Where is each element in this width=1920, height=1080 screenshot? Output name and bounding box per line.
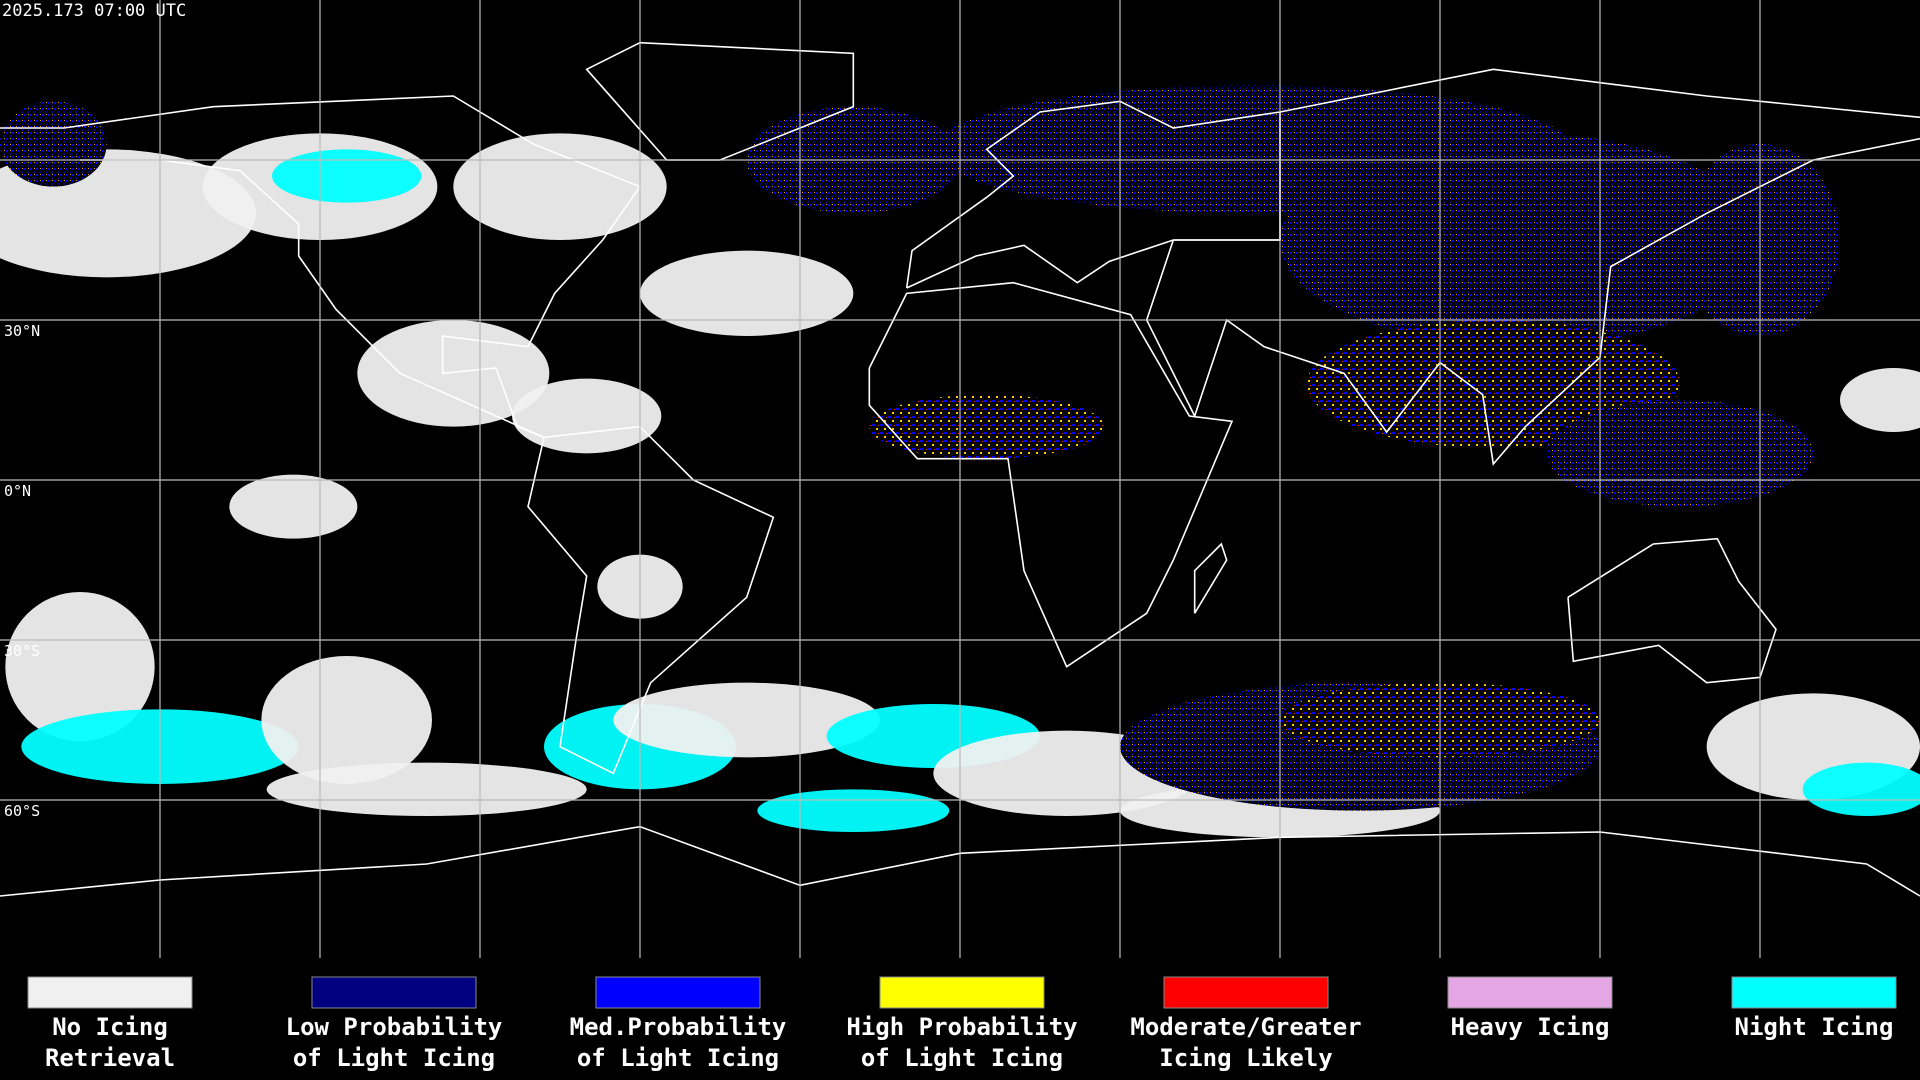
cloud-area [229,474,358,539]
latitude-label: 0°N [4,482,31,500]
icing-area [869,394,1104,459]
cloud-area [5,592,155,742]
cloud-area [1840,368,1920,432]
legend-swatch [1447,976,1613,1009]
cloud-area [357,320,550,427]
legend-label: Heavy Icing [1451,1013,1610,1041]
cloud-area [512,378,662,454]
legend-label: Moderate/Greater [1130,1013,1361,1041]
legend-label: of Light Icing [577,1044,779,1072]
icing-area [0,101,107,187]
legend-label: of Light Icing [293,1044,495,1072]
coastline [1567,537,1777,684]
legend-label: No Icing [52,1013,168,1041]
cloud-area [757,789,950,833]
cloud-area [453,133,667,240]
cloud-area [266,762,587,816]
legend-label: Retrieval [45,1044,175,1072]
legend-label: Med.Probability [570,1013,787,1041]
cloud-area [1802,762,1920,816]
coastline [1193,542,1228,614]
cloud-area [640,250,854,336]
legend-swatch [27,976,193,1009]
cloud-area [261,656,432,784]
timestamp: 2025.173 07:00 UTC [2,1,186,21]
legend-swatch [1731,976,1897,1009]
legend-label: High Probability [846,1013,1077,1041]
coastline [905,100,1281,289]
legend-label: Low Probability [286,1013,503,1041]
legend-swatch [311,976,477,1009]
coastline [527,425,775,775]
latitude-label: 60°S [4,802,40,820]
icing-area [1546,400,1814,507]
coastline [868,281,1234,668]
coastline [0,825,1920,897]
coastline [1145,137,1920,466]
icing-area [1280,133,1760,347]
legend-swatch [1163,976,1329,1009]
cloud-area [613,682,880,758]
legend-swatch [595,976,761,1009]
legend-label: of Light Icing [861,1044,1063,1072]
legend-swatch [879,976,1045,1009]
coastline [1173,68,1920,241]
latitude-labels: 30°N 0°N 30°S 60°S [4,322,40,820]
legend-label: Icing Likely [1159,1044,1332,1072]
legend-label: Night Icing [1735,1013,1894,1041]
latitude-label: 30°N [4,322,40,340]
cloud-area [272,149,422,203]
latitude-label: 30°S [4,642,40,660]
graticule [0,0,1920,958]
legend: No Icing Retrieval Low Probability of Light… [27,976,1897,1072]
